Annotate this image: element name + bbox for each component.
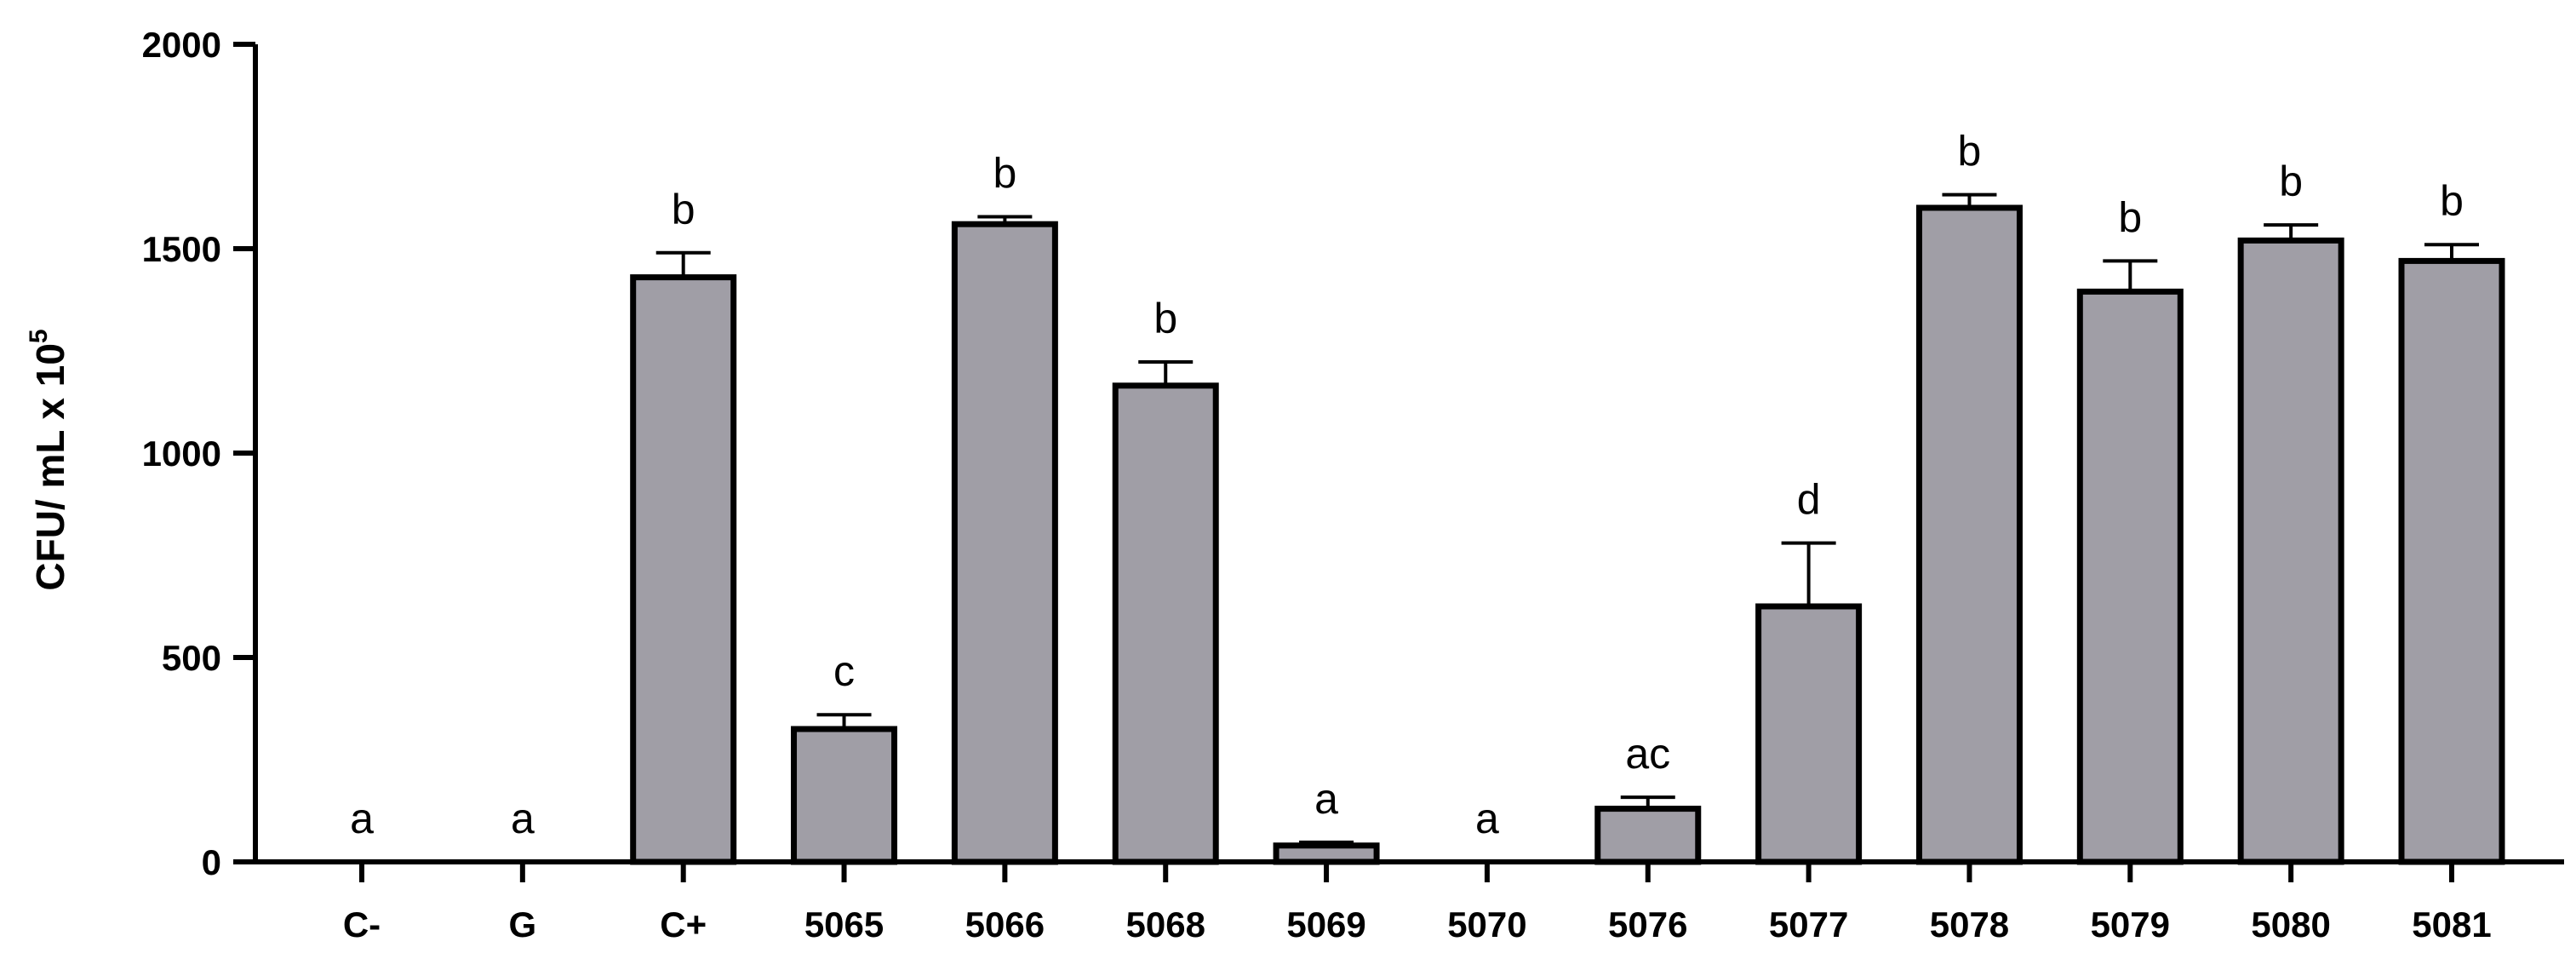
bar xyxy=(2076,288,2184,865)
x-tick-label: G xyxy=(509,904,537,944)
y-tick-label: 500 xyxy=(162,638,221,678)
bar xyxy=(1755,603,1863,865)
y-axis: 0 500 1000 1500 2000 xyxy=(142,25,258,882)
y-tick-label: 2000 xyxy=(142,25,221,65)
bar xyxy=(791,726,898,865)
x-tick-label: 5076 xyxy=(1608,904,1687,944)
bars xyxy=(630,204,2505,865)
x-tick-label: 5080 xyxy=(2251,904,2330,944)
bar xyxy=(2398,257,2505,865)
bar xyxy=(1915,204,2023,865)
x-tick-label: 5077 xyxy=(1769,904,1848,944)
significance-label: b xyxy=(2279,158,2303,205)
bar xyxy=(951,221,1058,865)
significance-label: a xyxy=(511,795,535,842)
x-tick-label: 5081 xyxy=(2412,904,2491,944)
y-axis-title-exponent: 5 xyxy=(25,329,53,343)
bar xyxy=(1112,382,1219,865)
x-tick-label: 5065 xyxy=(804,904,884,944)
x-axis: C- G C+ 5065 5066 5068 5069 5070 5076 5077 5078 507… xyxy=(253,859,2564,944)
x-tick-label: 5068 xyxy=(1126,904,1205,944)
significance-label: a xyxy=(1314,775,1338,823)
significance-label: a xyxy=(350,795,374,842)
significance-labels: a a b c b b a a ac d b b b b xyxy=(350,128,2464,842)
y-axis-title-text: CFU/ mL x 10 xyxy=(28,343,72,591)
significance-label: b xyxy=(672,186,696,233)
y-tick-label: 1500 xyxy=(142,229,221,269)
significance-label: b xyxy=(1153,295,1177,342)
bar xyxy=(1273,842,1380,865)
x-tick-label: 5069 xyxy=(1286,904,1365,944)
y-axis-title: CFU/ mL x 105 xyxy=(25,329,72,590)
x-tick-label: C+ xyxy=(660,904,707,944)
x-tick-label: C- xyxy=(343,904,381,944)
bar xyxy=(630,274,737,865)
significance-label: ac xyxy=(1625,730,1670,778)
significance-label: b xyxy=(993,150,1016,198)
x-tick-label: 5079 xyxy=(2091,904,2170,944)
significance-label: d xyxy=(1797,476,1821,524)
y-tick-label: 0 xyxy=(202,842,221,882)
y-tick-label: 1000 xyxy=(142,433,221,474)
bar xyxy=(2237,237,2344,865)
x-tick-label: 5070 xyxy=(1447,904,1526,944)
bar xyxy=(1594,806,1702,865)
error-bars xyxy=(655,192,2479,846)
significance-label: b xyxy=(1958,128,1982,175)
significance-label: b xyxy=(2440,177,2464,225)
x-tick-label: 5066 xyxy=(965,904,1045,944)
significance-label: a xyxy=(1475,795,1499,842)
significance-label: c xyxy=(833,647,855,695)
significance-label: b xyxy=(2118,193,2142,241)
x-tick-label: 5078 xyxy=(1930,904,2009,944)
